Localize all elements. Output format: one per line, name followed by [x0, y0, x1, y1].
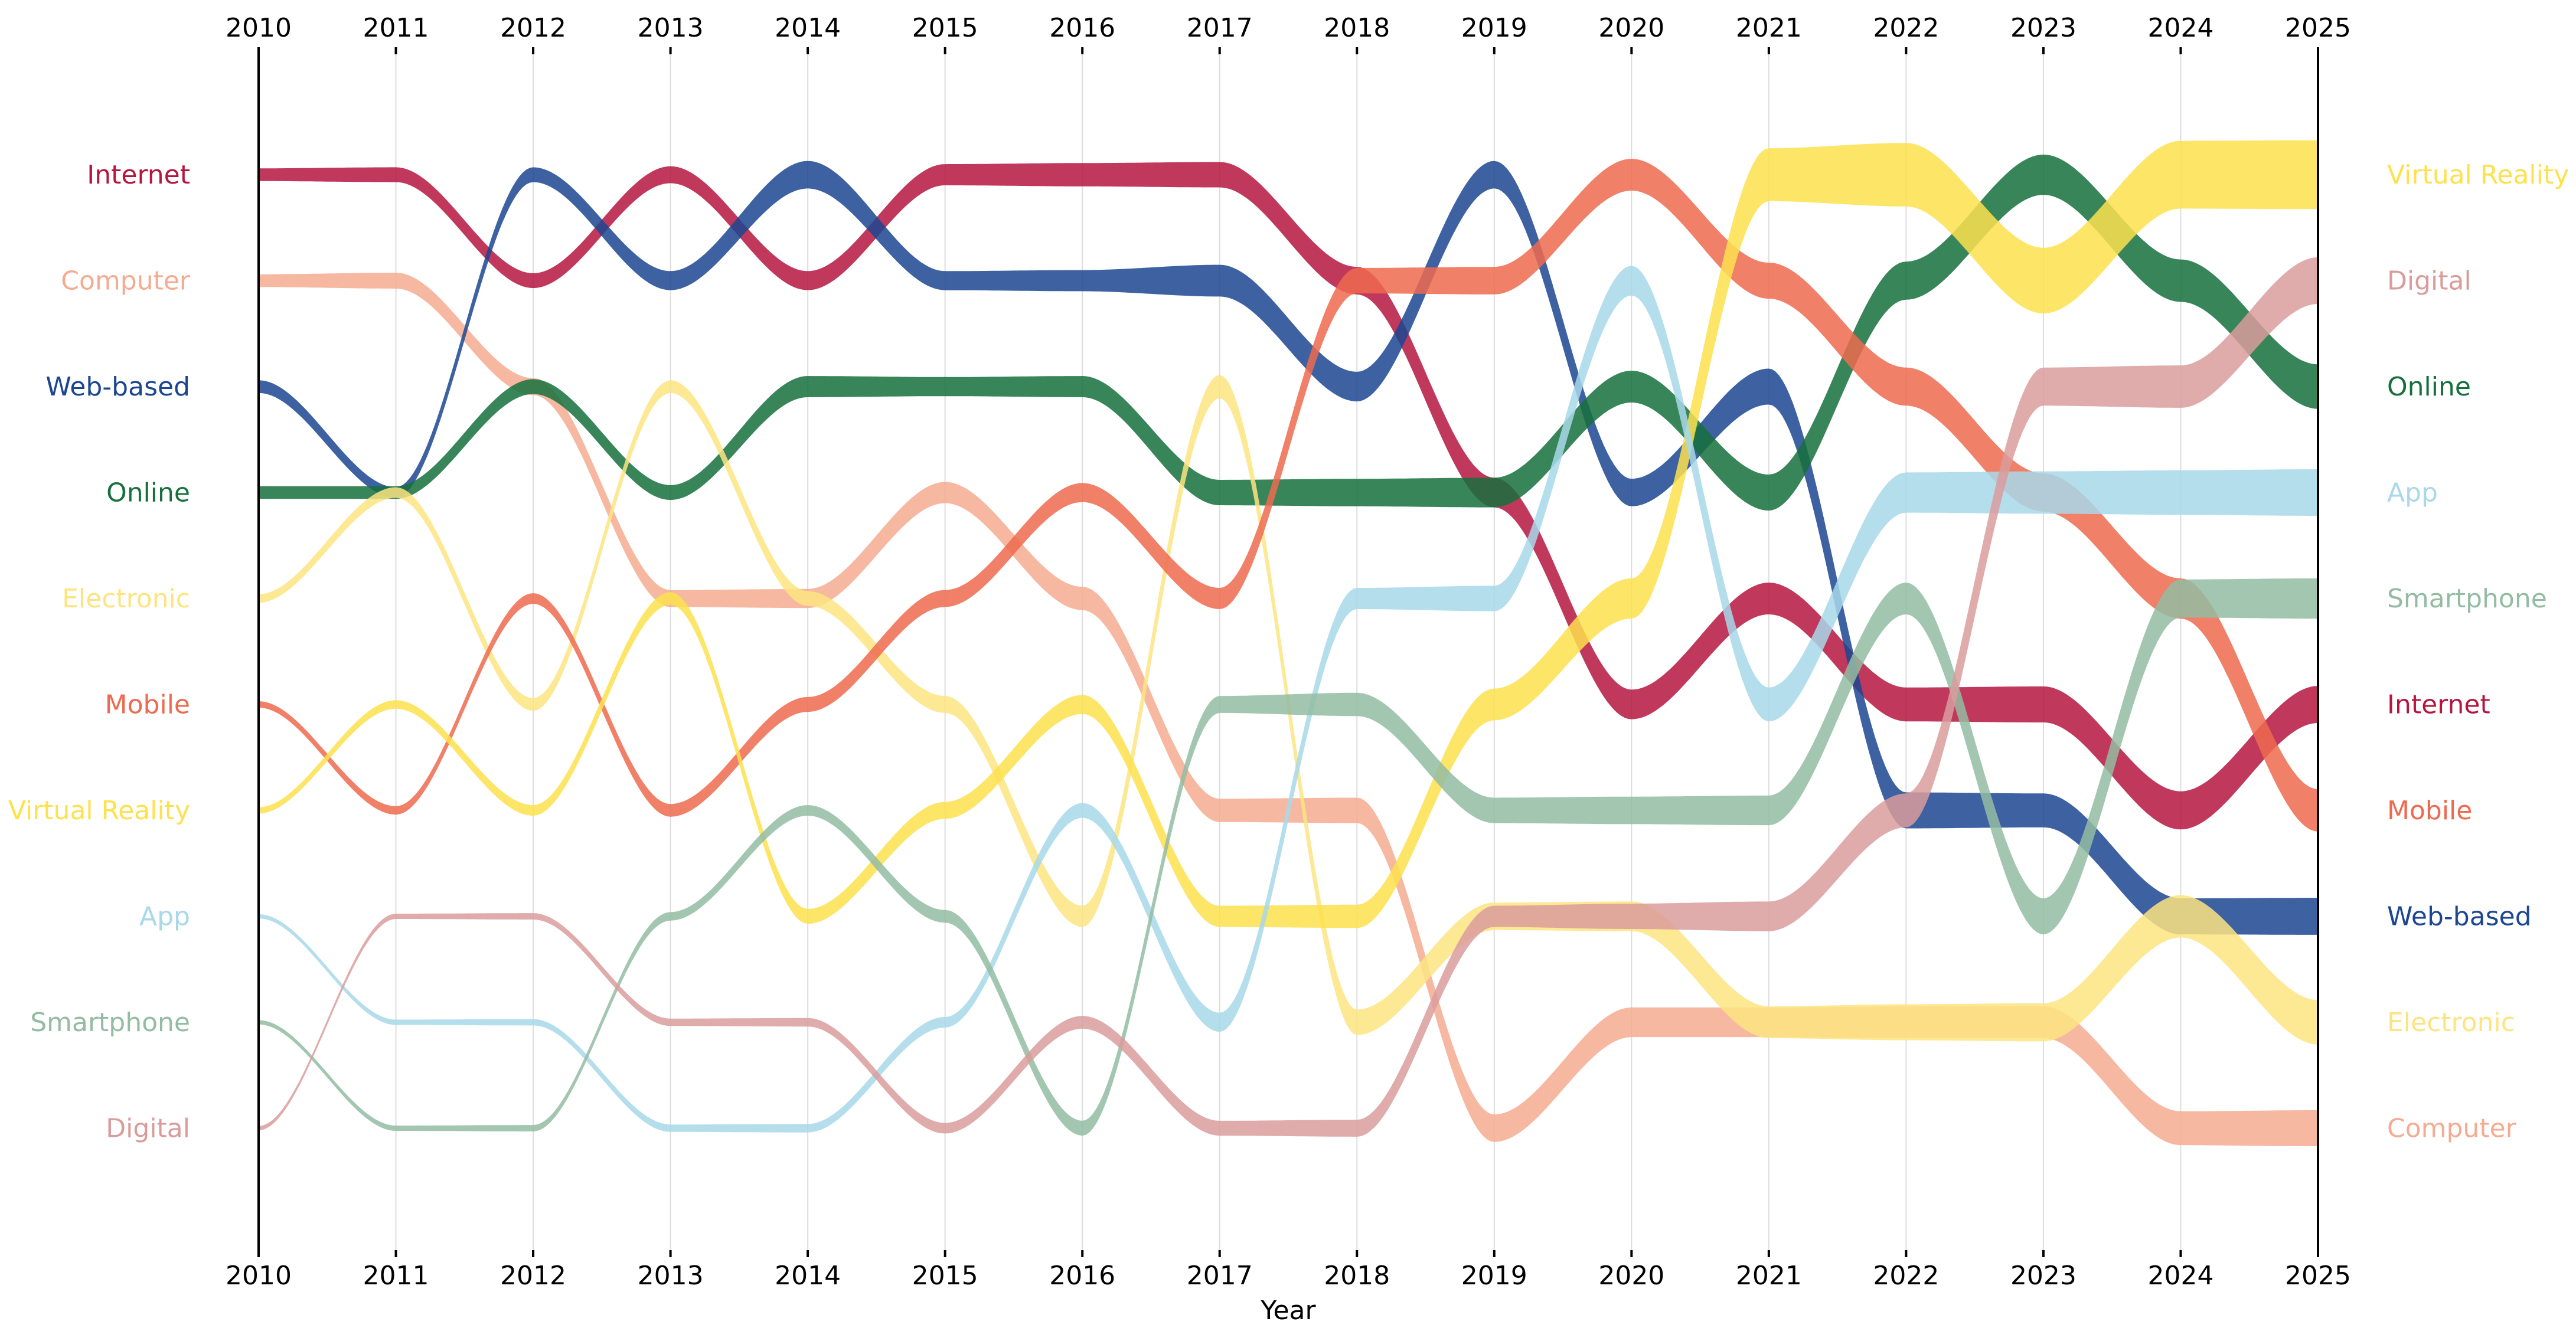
series-ribbons [259, 140, 2318, 1146]
tick-label-bottom-2011: 2011 [363, 1261, 429, 1291]
left-label-web-based: Web-based [45, 372, 190, 402]
axes [257, 47, 2319, 1257]
left-label-online: Online [106, 478, 190, 508]
tick-label-top-2024: 2024 [2147, 13, 2213, 43]
tick-label-top-2010: 2010 [226, 13, 292, 43]
tick-label-top-2014: 2014 [775, 13, 841, 43]
tick-label-bottom-2015: 2015 [912, 1261, 978, 1291]
tick-label-bottom-2021: 2021 [1736, 1261, 1802, 1291]
tick-label-top-2018: 2018 [1324, 13, 1390, 43]
right-label-web-based: Web-based [2387, 902, 2532, 932]
tick-label-bottom-2016: 2016 [1049, 1261, 1115, 1291]
right-label-smartphone: Smartphone [2387, 584, 2547, 614]
left-label-internet: Internet [87, 160, 190, 190]
tick-label-top-2012: 2012 [500, 13, 566, 43]
right-label-internet: Internet [2387, 690, 2490, 720]
left-label-mobile: Mobile [105, 690, 190, 720]
gridlines [395, 47, 2182, 1257]
tick-label-top-2011: 2011 [363, 13, 429, 43]
tick-label-top-2017: 2017 [1187, 13, 1253, 43]
right-label-digital: Digital [2387, 266, 2471, 296]
ribbon-computer [259, 273, 2318, 1146]
tick-label-bottom-2017: 2017 [1187, 1261, 1253, 1291]
tick-label-bottom-2014: 2014 [775, 1261, 841, 1291]
left-label-smartphone: Smartphone [30, 1008, 190, 1038]
tick-label-bottom-2018: 2018 [1324, 1261, 1390, 1291]
tick-label-top-2013: 2013 [638, 13, 704, 43]
right-series-labels: Internet Computer Web-based Online Electroni… [2387, 160, 2569, 1144]
left-label-digital: Digital [106, 1114, 190, 1144]
left-label-computer: Computer [61, 266, 191, 296]
tick-label-bottom-2019: 2019 [1461, 1261, 1527, 1291]
left-label-app: App [139, 902, 190, 932]
tick-label-top-2020: 2020 [1598, 13, 1664, 43]
left-label-virtual-reality: Virtual Reality [8, 796, 190, 826]
tick-label-top-2019: 2019 [1461, 13, 1527, 43]
tick-label-top-2023: 2023 [2010, 13, 2077, 43]
tick-label-bottom-2024: 2024 [2147, 1261, 2213, 1291]
tick-label-bottom-2023: 2023 [2010, 1261, 2077, 1291]
ribbon-web-based [259, 161, 2318, 935]
tick-label-bottom-2012: 2012 [500, 1261, 566, 1291]
right-label-online: Online [2387, 372, 2471, 402]
ribbon-virtual-reality [259, 140, 2318, 928]
x-axis-title: Year [1260, 1296, 1316, 1326]
right-label-mobile: Mobile [2387, 796, 2472, 826]
left-label-electronic: Electronic [62, 584, 190, 614]
tick-label-bottom-2010: 2010 [226, 1261, 292, 1291]
tick-label-top-2025: 2025 [2285, 13, 2351, 43]
right-label-computer: Computer [2387, 1114, 2517, 1144]
tick-label-bottom-2013: 2013 [638, 1261, 704, 1291]
tick-label-bottom-2022: 2022 [1873, 1261, 1939, 1291]
tick-label-bottom-2020: 2020 [1598, 1261, 1664, 1291]
year-ticks: 2010 2010 2011 2011 2012 2012 2013 2013 2014 2014… [226, 13, 2351, 1291]
right-label-app: App [2387, 478, 2438, 508]
left-series-labels: Internet Computer Web-based Online Electroni… [8, 160, 191, 1144]
ribbon-smartphone [259, 578, 2318, 1136]
tick-label-top-2015: 2015 [912, 13, 978, 43]
tick-label-top-2021: 2021 [1736, 13, 1802, 43]
tick-label-bottom-2025: 2025 [2285, 1261, 2351, 1291]
tick-label-top-2022: 2022 [1873, 13, 1939, 43]
right-label-virtual-reality: Virtual Reality [2387, 160, 2569, 190]
right-label-electronic: Electronic [2387, 1008, 2515, 1038]
tick-label-top-2016: 2016 [1049, 13, 1115, 43]
